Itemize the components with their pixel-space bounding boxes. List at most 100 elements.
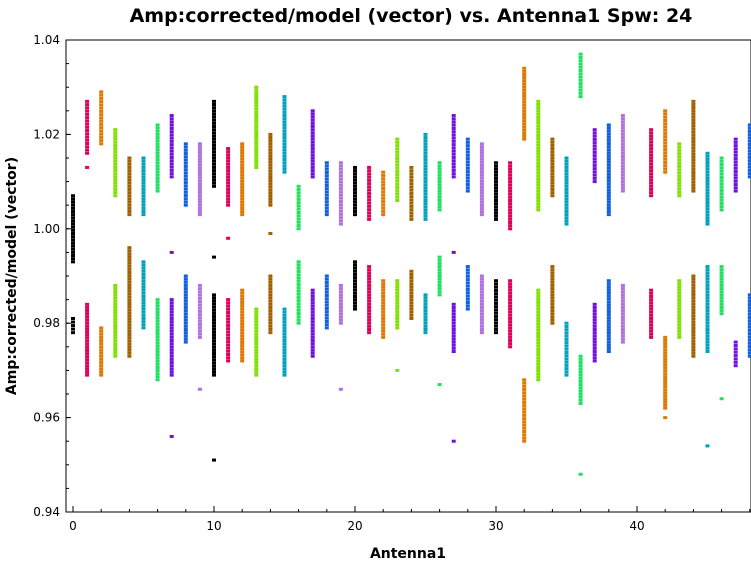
data-point — [592, 359, 597, 363]
data-point — [677, 171, 682, 175]
data-point — [564, 367, 569, 371]
data-point — [522, 381, 527, 385]
data-point — [522, 397, 527, 401]
data-point — [324, 293, 329, 297]
data-point — [212, 293, 216, 297]
data-point — [437, 287, 442, 291]
data-point — [296, 270, 301, 274]
data-point — [620, 293, 625, 297]
data-point — [578, 68, 583, 72]
data-point — [747, 139, 751, 143]
data-point — [677, 148, 682, 152]
data-point — [620, 186, 625, 190]
data-point — [691, 339, 696, 343]
data-point — [747, 322, 751, 326]
data-point — [465, 137, 470, 141]
data-point — [677, 310, 682, 314]
data-point — [747, 175, 751, 179]
data-point — [155, 164, 160, 168]
data-point — [324, 313, 329, 317]
data-point — [310, 140, 315, 144]
data-point — [212, 137, 216, 141]
data-point — [296, 321, 301, 325]
data-point — [409, 307, 414, 311]
data-point — [747, 315, 751, 319]
data-point — [663, 148, 668, 152]
data-point — [536, 313, 541, 317]
data-point — [620, 337, 625, 341]
data-point — [197, 166, 202, 170]
data-point — [169, 310, 174, 314]
data-point — [705, 277, 710, 281]
data-point — [381, 203, 386, 207]
data-point — [494, 314, 498, 318]
data-point — [141, 316, 146, 320]
data-point — [479, 142, 484, 146]
data-point — [169, 307, 174, 311]
data-point — [564, 354, 569, 358]
data-point — [169, 152, 174, 156]
data-point — [592, 343, 597, 347]
data-point — [733, 137, 738, 141]
data-point — [338, 177, 343, 181]
data-point — [183, 283, 188, 287]
data-point — [183, 194, 188, 198]
data-point — [310, 162, 315, 166]
data-point — [747, 293, 751, 297]
data-point — [324, 161, 329, 165]
data-point — [592, 180, 597, 184]
data-point — [226, 298, 231, 302]
data-point — [183, 190, 188, 194]
data-point — [451, 149, 456, 153]
data-point — [719, 188, 724, 192]
data-point — [451, 136, 456, 140]
data-point — [240, 142, 245, 146]
data-point — [212, 162, 216, 166]
data-point — [141, 307, 146, 311]
data-point — [536, 140, 541, 144]
data-point — [338, 216, 343, 220]
data-point — [254, 348, 259, 352]
data-point — [353, 291, 357, 295]
data-point — [197, 329, 202, 333]
data-point — [409, 198, 414, 202]
data-point — [705, 182, 710, 186]
data-point — [254, 110, 259, 114]
data-point — [663, 348, 668, 352]
data-point — [183, 321, 188, 325]
data-point — [733, 170, 738, 174]
data-point — [268, 175, 273, 179]
data-point — [592, 356, 597, 360]
data-point — [592, 147, 597, 151]
data-point — [564, 219, 569, 223]
data-point — [254, 144, 259, 148]
data-point — [705, 312, 710, 316]
data-point — [127, 184, 132, 188]
data-point — [578, 91, 583, 95]
data-point — [719, 169, 724, 173]
data-point — [606, 328, 611, 332]
data-point — [127, 159, 132, 163]
data-point — [536, 316, 541, 320]
data-point — [423, 302, 428, 306]
data-point — [536, 301, 541, 305]
data-point — [592, 150, 597, 154]
data-point — [113, 339, 118, 343]
data-point — [310, 307, 315, 311]
data-point — [367, 280, 372, 284]
data-point — [409, 269, 414, 273]
data-point — [536, 350, 541, 354]
data-point — [324, 316, 329, 320]
data-point — [212, 172, 216, 176]
data-point — [437, 198, 442, 202]
data-point — [522, 430, 527, 434]
data-point — [212, 131, 216, 135]
data-point — [141, 285, 146, 289]
data-point — [536, 341, 541, 345]
data-point — [353, 165, 357, 169]
data-point — [522, 404, 527, 408]
data-point — [592, 134, 597, 138]
data-point — [479, 145, 484, 149]
data-point — [338, 170, 343, 174]
data-point — [381, 310, 386, 314]
